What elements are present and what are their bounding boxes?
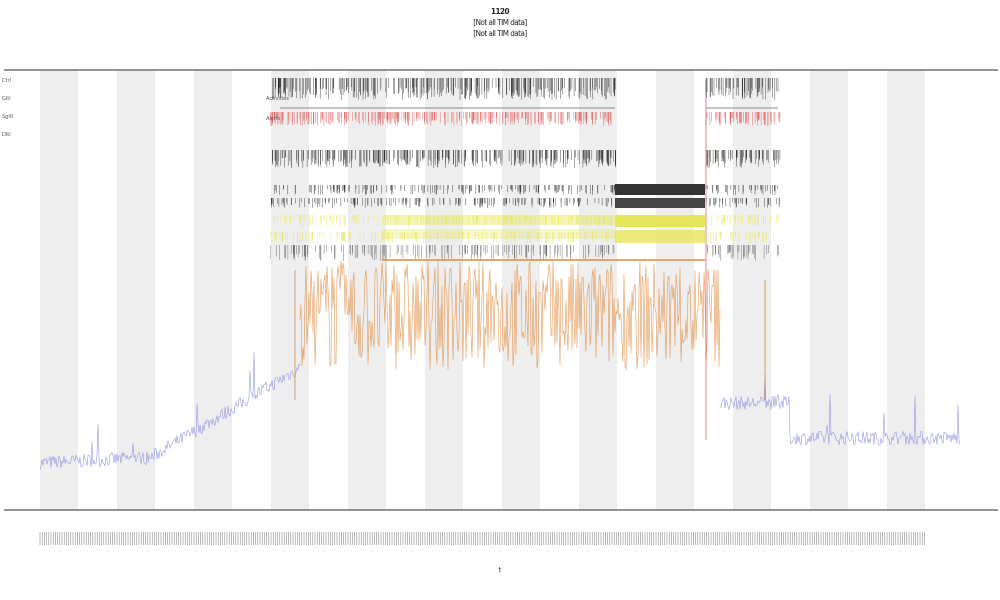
chart-subtitle-2: [Not all TIM data] bbox=[473, 29, 527, 38]
grid-band bbox=[425, 70, 463, 510]
grid-band bbox=[271, 70, 309, 510]
legend-item-sgltl: Sgltl bbox=[2, 114, 14, 120]
chart-subtitle-1: [Not all TIM data] bbox=[473, 18, 527, 27]
legend-item-ctrl: Ctrl bbox=[2, 78, 11, 84]
track-label: Alerts bbox=[266, 116, 281, 122]
series-line bbox=[39, 351, 301, 471]
block-dark-1 bbox=[615, 184, 705, 195]
chart-titles: 1120 [Not all TIM data] [Not all TIM dat… bbox=[0, 6, 1000, 39]
block-dark-2 bbox=[615, 198, 705, 208]
track-label: Activities bbox=[266, 96, 289, 102]
chart-title: 1120 bbox=[490, 7, 510, 16]
legend-item-gltl: Gltl bbox=[2, 96, 11, 102]
grid-band bbox=[656, 70, 694, 510]
band-highlight-1 bbox=[382, 215, 615, 225]
grid-band bbox=[579, 70, 617, 510]
block-highlight-2 bbox=[615, 230, 705, 243]
grid-band bbox=[194, 70, 232, 510]
x-axis-label: t bbox=[498, 566, 502, 574]
legend: Ctrl Gltl Sgltl Dltl bbox=[2, 78, 14, 150]
grid-band bbox=[40, 70, 78, 510]
grid-band bbox=[117, 70, 155, 510]
series-line bbox=[720, 372, 961, 446]
legend-item-dltl: Dltl bbox=[2, 132, 11, 138]
series-line bbox=[299, 259, 721, 370]
block-highlight-1 bbox=[615, 215, 705, 227]
band-highlight-2 bbox=[382, 229, 615, 239]
